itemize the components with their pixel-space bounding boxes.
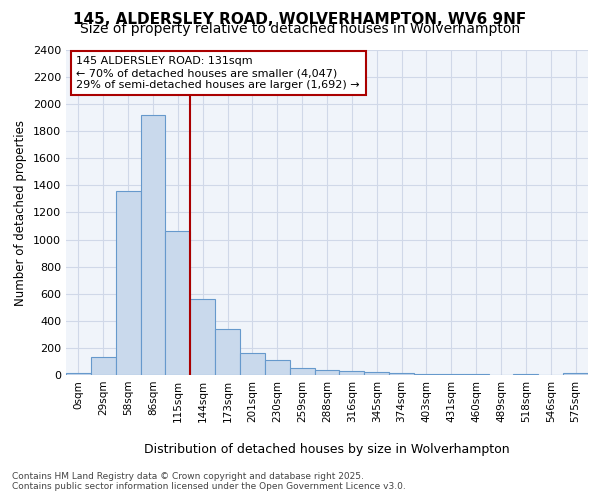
Text: 145, ALDERSLEY ROAD, WOLVERHAMPTON, WV6 9NF: 145, ALDERSLEY ROAD, WOLVERHAMPTON, WV6 … xyxy=(73,12,527,28)
Bar xyxy=(364,372,389,375)
Bar xyxy=(389,373,414,375)
Bar xyxy=(240,352,265,375)
Bar xyxy=(514,374,538,375)
Bar xyxy=(66,373,91,375)
Text: Distribution of detached houses by size in Wolverhampton: Distribution of detached houses by size … xyxy=(144,444,510,456)
Text: Size of property relative to detached houses in Wolverhampton: Size of property relative to detached ho… xyxy=(80,22,520,36)
Bar xyxy=(116,191,140,375)
Bar xyxy=(166,232,190,375)
Y-axis label: Number of detached properties: Number of detached properties xyxy=(14,120,28,306)
Text: Contains HM Land Registry data © Crown copyright and database right 2025.: Contains HM Land Registry data © Crown c… xyxy=(12,472,364,481)
Bar xyxy=(464,374,488,375)
Text: Contains public sector information licensed under the Open Government Licence v3: Contains public sector information licen… xyxy=(12,482,406,491)
Bar xyxy=(265,360,290,375)
Bar xyxy=(215,329,240,375)
Bar xyxy=(290,368,314,375)
Bar xyxy=(563,373,588,375)
Bar xyxy=(314,370,340,375)
Text: 145 ALDERSLEY ROAD: 131sqm
← 70% of detached houses are smaller (4,047)
29% of s: 145 ALDERSLEY ROAD: 131sqm ← 70% of deta… xyxy=(76,56,360,90)
Bar xyxy=(439,374,464,375)
Bar xyxy=(340,371,364,375)
Bar xyxy=(140,115,166,375)
Bar xyxy=(414,374,439,375)
Bar xyxy=(190,299,215,375)
Bar xyxy=(91,358,116,375)
